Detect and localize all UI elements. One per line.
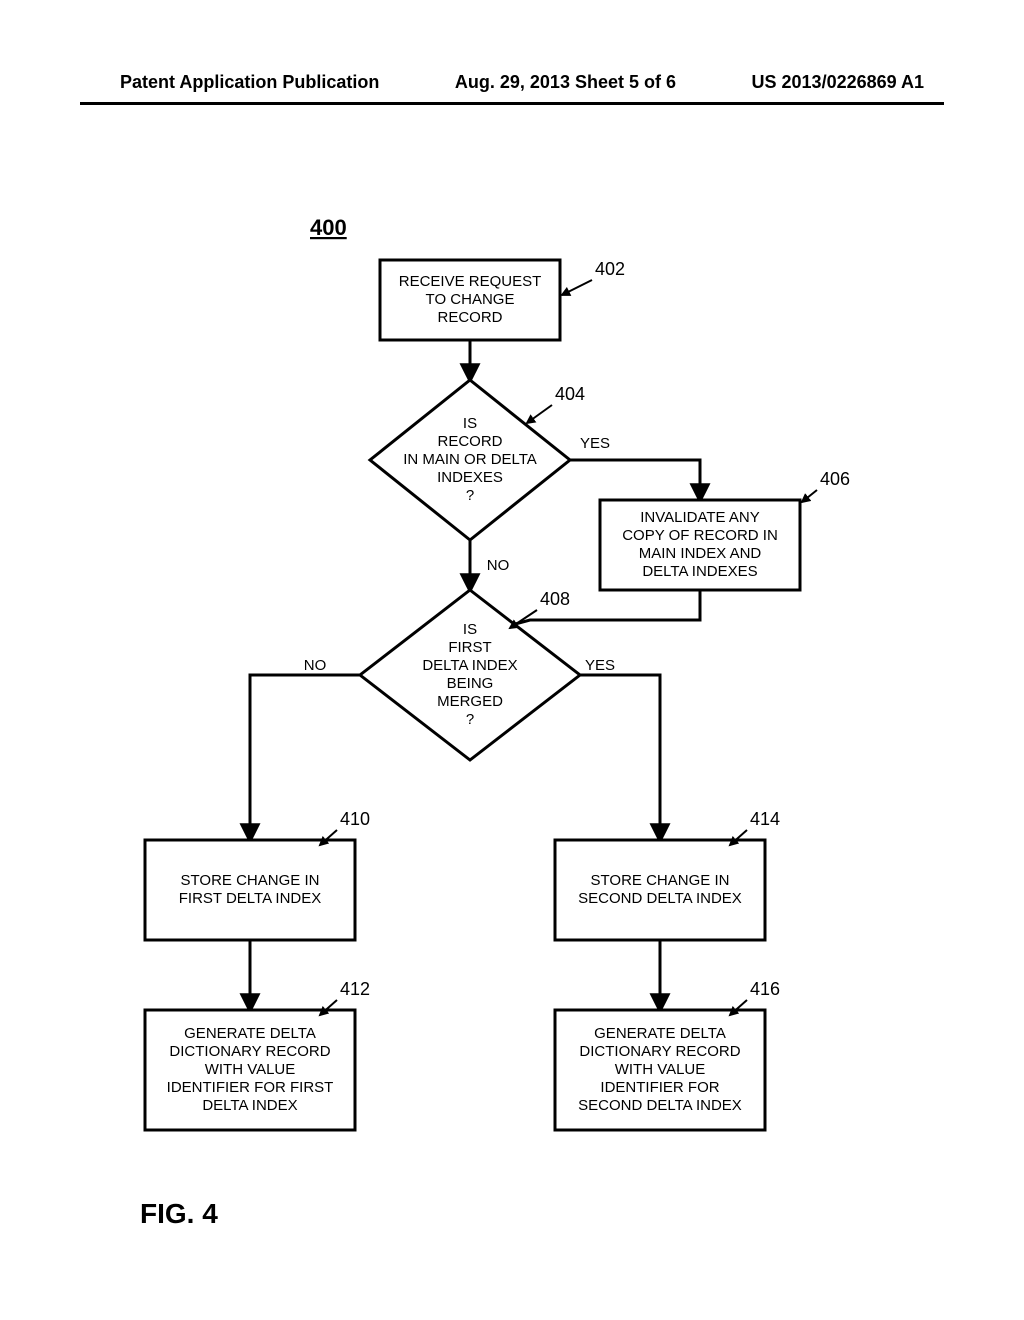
svg-text:IS: IS — [463, 415, 477, 432]
node-414: STORE CHANGE INSECOND DELTA INDEX — [555, 840, 765, 940]
node-408: ISFIRSTDELTA INDEXBEINGMERGED? — [360, 590, 580, 760]
patent-page: Patent Application Publication Aug. 29, … — [0, 0, 1024, 1320]
header-center: Aug. 29, 2013 Sheet 5 of 6 — [455, 72, 676, 93]
svg-text:DELTA INDEX: DELTA INDEX — [202, 1097, 297, 1114]
node-412: GENERATE DELTADICTIONARY RECORDWITH VALU… — [145, 1010, 355, 1130]
svg-text:FIRST: FIRST — [448, 639, 491, 656]
svg-text:INDEXES: INDEXES — [437, 469, 503, 486]
svg-text:COPY OF RECORD IN: COPY OF RECORD IN — [622, 527, 778, 544]
svg-text:IN MAIN OR DELTA: IN MAIN OR DELTA — [403, 451, 537, 468]
svg-text:RECEIVE REQUEST: RECEIVE REQUEST — [399, 273, 542, 290]
svg-text:RECORD: RECORD — [437, 433, 502, 450]
svg-text:YES: YES — [585, 657, 615, 674]
svg-text:STORE CHANGE IN: STORE CHANGE IN — [591, 872, 730, 889]
svg-text:WITH VALUE: WITH VALUE — [615, 1061, 706, 1078]
svg-text:MAIN INDEX AND: MAIN INDEX AND — [639, 545, 762, 562]
svg-text:?: ? — [466, 711, 474, 728]
svg-text:GENERATE DELTA: GENERATE DELTA — [594, 1025, 726, 1042]
svg-text:SECOND DELTA INDEX: SECOND DELTA INDEX — [578, 1097, 742, 1114]
svg-text:IDENTIFIER FOR: IDENTIFIER FOR — [600, 1079, 719, 1096]
node-410: STORE CHANGE INFIRST DELTA INDEX — [145, 840, 355, 940]
svg-text:402: 402 — [595, 259, 625, 279]
svg-text:DELTA INDEXES: DELTA INDEXES — [642, 563, 757, 580]
svg-text:WITH VALUE: WITH VALUE — [205, 1061, 296, 1078]
svg-text:YES: YES — [580, 435, 610, 452]
header-divider — [80, 102, 944, 105]
svg-text:NO: NO — [304, 657, 327, 674]
svg-text:DELTA INDEX: DELTA INDEX — [422, 657, 517, 674]
svg-text:RECORD: RECORD — [437, 309, 502, 326]
svg-text:IS: IS — [463, 621, 477, 638]
svg-text:MERGED: MERGED — [437, 693, 503, 710]
page-header: Patent Application Publication Aug. 29, … — [0, 72, 1024, 93]
svg-text:?: ? — [466, 487, 474, 504]
figure-label: FIG. 4 — [140, 1198, 218, 1230]
flowchart-svg: 400 YESNONOYES RECEIVE REQUESTTO CHANGER… — [0, 150, 1024, 1250]
node-402: RECEIVE REQUESTTO CHANGERECORD — [380, 260, 560, 340]
svg-text:406: 406 — [820, 469, 850, 489]
svg-text:IDENTIFIER FOR FIRST: IDENTIFIER FOR FIRST — [167, 1079, 334, 1096]
node-404: ISRECORDIN MAIN OR DELTAINDEXES? — [370, 380, 570, 540]
node-416: GENERATE DELTADICTIONARY RECORDWITH VALU… — [555, 1010, 765, 1130]
svg-text:DICTIONARY RECORD: DICTIONARY RECORD — [579, 1043, 740, 1060]
svg-text:408: 408 — [540, 589, 570, 609]
svg-text:416: 416 — [750, 979, 780, 999]
svg-text:404: 404 — [555, 384, 585, 404]
svg-text:TO CHANGE: TO CHANGE — [426, 291, 515, 308]
svg-text:FIRST DELTA INDEX: FIRST DELTA INDEX — [179, 890, 322, 907]
figure-number: 400 — [310, 215, 347, 240]
svg-text:412: 412 — [340, 979, 370, 999]
svg-text:GENERATE DELTA: GENERATE DELTA — [184, 1025, 316, 1042]
svg-text:SECOND DELTA INDEX: SECOND DELTA INDEX — [578, 890, 742, 907]
svg-text:BEING: BEING — [447, 675, 494, 692]
svg-text:414: 414 — [750, 809, 780, 829]
svg-text:410: 410 — [340, 809, 370, 829]
header-left: Patent Application Publication — [120, 72, 379, 93]
nodes: RECEIVE REQUESTTO CHANGERECORDISRECORDIN… — [145, 260, 800, 1130]
svg-text:INVALIDATE ANY: INVALIDATE ANY — [640, 509, 759, 526]
node-406: INVALIDATE ANYCOPY OF RECORD INMAIN INDE… — [600, 500, 800, 590]
svg-text:NO: NO — [487, 557, 510, 574]
header-right: US 2013/0226869 A1 — [752, 72, 924, 93]
svg-text:STORE CHANGE IN: STORE CHANGE IN — [181, 872, 320, 889]
svg-text:DICTIONARY RECORD: DICTIONARY RECORD — [169, 1043, 330, 1060]
